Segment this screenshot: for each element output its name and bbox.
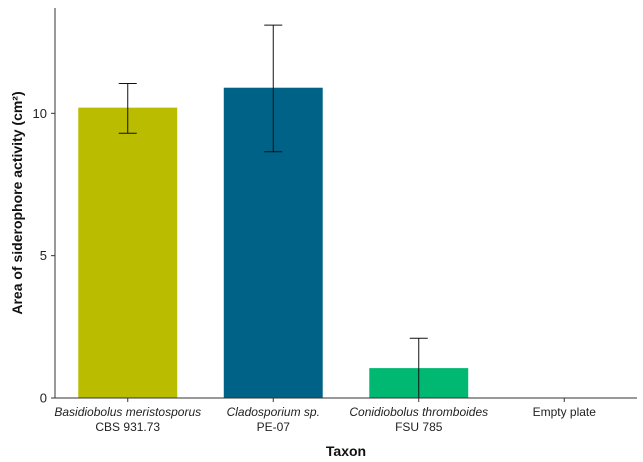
x-tick-label: Cladosporium sp. [227, 405, 320, 419]
x-axis-title: Taxon [326, 443, 366, 459]
x-tick-label: PE-07 [257, 420, 291, 434]
y-axis-ticks: 0 5 10 [33, 106, 55, 406]
bar [78, 107, 178, 398]
y-tick-label: 5 [40, 248, 47, 263]
x-tick-label: Basidiobolus meristosporus [54, 405, 201, 419]
x-tick-label: Empty plate [533, 405, 597, 419]
x-tick-label: Conidiobolus thromboides [349, 405, 488, 419]
y-tick-label: 0 [40, 391, 47, 406]
chart-marks [78, 24, 574, 399]
y-axis-title: Area of siderophore activity (cm²) [9, 91, 25, 314]
x-tick-label: CBS 931.73 [95, 420, 160, 434]
y-tick-label: 10 [33, 106, 47, 121]
x-tick-label: FSU 785 [395, 420, 443, 434]
